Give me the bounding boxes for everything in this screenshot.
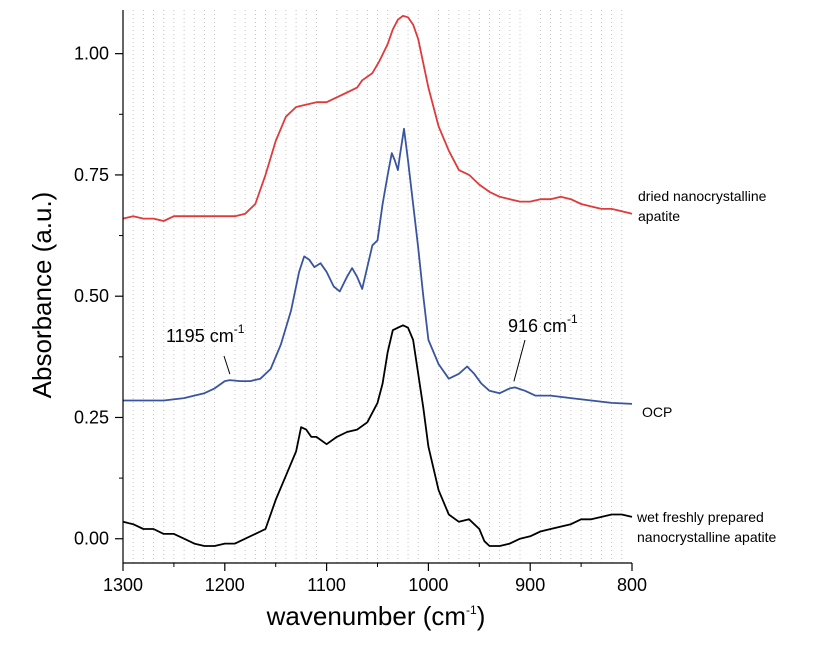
x-tick-label: 800 [617,575,647,595]
annotation-leader [223,355,231,375]
annotation-leader [513,339,526,382]
series-label-line: wet freshly prepared [636,509,764,525]
x-tick-label: 1300 [103,575,143,595]
x-tick-label: 900 [515,575,545,595]
series-labels: dried nanocrystalline apatite OCP wet fresh… [636,188,777,545]
annotation-label-sup: -1 [234,322,245,336]
x-axis-title-sup: -1 [466,603,477,617]
x-tick-label: 1100 [307,575,346,595]
series-label-line: dried nanocrystalline [638,188,767,204]
x-axis-title: wavenumber (cm-1) [266,601,486,631]
series-line-0 [122,14,633,222]
y-tick-label: 0.00 [74,529,109,549]
series-label-0: dried nanocrystalline apatite [638,188,767,224]
vertical-grid-lines [132,10,623,563]
annotation-label-main: 916 cm [508,316,567,336]
y-tick-label: 0.50 [74,286,109,306]
y-tick-label: 0.25 [74,407,109,427]
x-tick-label: 1000 [408,575,448,595]
series-label-2: wet freshly prepared nanocrystalline apat… [636,509,777,545]
series-label-line: apatite [638,208,680,224]
series-line-2 [122,324,633,547]
spectra-series [122,14,633,547]
axes: 1300 1200 1100 1000 900 800 0.00 0.25 0.50 0.75 1.… [74,10,647,595]
series-line-1 [123,127,633,405]
x-axis-title-main: wavenumber (cm [266,601,466,631]
peak-annotations: 1195 cm-1 916 cm-1 [166,312,578,382]
y-tick-label: 1.00 [74,44,109,64]
y-axis-title: Absorbance (a.u.) [27,192,57,399]
annotation-label: 916 cm-1 [508,312,578,336]
annotation-label-sup: -1 [567,312,578,326]
series-label-line: OCP [642,404,672,420]
series-label-line: nanocrystalline apatite [637,529,777,545]
annotation-label-main: 1195 cm [166,326,234,346]
annotation-label: 1195 cm-1 [166,322,245,346]
y-tick-label: 0.75 [74,165,109,185]
series-label-1: OCP [642,404,672,420]
x-axis-title-close: ) [477,601,486,631]
x-tick-label: 1200 [205,575,245,595]
